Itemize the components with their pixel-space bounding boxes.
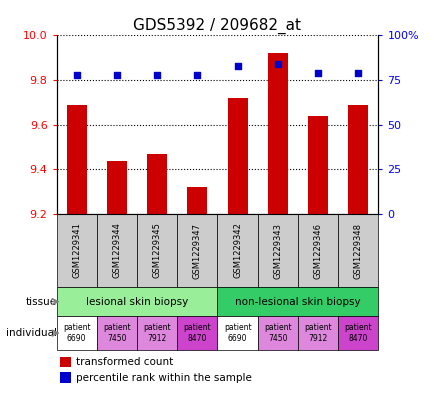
Point xyxy=(354,70,361,76)
Text: GSM1229343: GSM1229343 xyxy=(273,222,282,279)
Text: transformed count: transformed count xyxy=(76,357,173,367)
Bar xyxy=(59,357,71,367)
Text: patient
6690: patient 6690 xyxy=(62,323,90,343)
Bar xyxy=(267,53,287,214)
Point xyxy=(233,62,240,69)
Bar xyxy=(187,187,207,214)
Bar xyxy=(177,316,217,350)
Bar xyxy=(56,214,97,287)
Bar xyxy=(217,214,257,287)
Text: patient
8470: patient 8470 xyxy=(183,323,211,343)
Point xyxy=(194,72,201,78)
Text: patient
7912: patient 7912 xyxy=(303,323,331,343)
Point xyxy=(73,72,80,78)
Text: patient
6690: patient 6690 xyxy=(223,323,251,343)
Point xyxy=(274,61,281,67)
Bar xyxy=(59,373,71,383)
Bar xyxy=(227,98,247,214)
Text: GSM1229346: GSM1229346 xyxy=(313,222,322,279)
Bar xyxy=(96,316,137,350)
Text: percentile rank within the sample: percentile rank within the sample xyxy=(76,373,251,383)
Bar xyxy=(217,316,257,350)
Bar xyxy=(257,316,297,350)
Text: patient
7450: patient 7450 xyxy=(263,323,291,343)
Text: non-lesional skin biopsy: non-lesional skin biopsy xyxy=(235,297,360,307)
Bar xyxy=(56,287,217,316)
Bar xyxy=(147,154,167,214)
Text: individual: individual xyxy=(6,328,56,338)
Bar xyxy=(177,214,217,287)
Text: GSM1229342: GSM1229342 xyxy=(233,222,242,279)
Text: GSM1229348: GSM1229348 xyxy=(353,222,362,279)
Bar xyxy=(217,287,378,316)
Bar xyxy=(307,116,327,214)
Bar xyxy=(66,105,86,214)
Text: tissue: tissue xyxy=(25,297,56,307)
Bar xyxy=(257,214,297,287)
Bar xyxy=(137,316,177,350)
Bar xyxy=(338,214,378,287)
Bar xyxy=(96,214,137,287)
Bar xyxy=(297,214,338,287)
Text: patient
7450: patient 7450 xyxy=(103,323,131,343)
Text: GSM1229345: GSM1229345 xyxy=(152,222,161,279)
Point xyxy=(314,70,321,76)
Bar xyxy=(338,316,378,350)
Text: patient
7912: patient 7912 xyxy=(143,323,171,343)
Bar xyxy=(137,214,177,287)
Text: patient
8470: patient 8470 xyxy=(344,323,372,343)
Bar xyxy=(56,316,97,350)
Bar xyxy=(348,105,368,214)
Title: GDS5392 / 209682_at: GDS5392 / 209682_at xyxy=(133,18,301,34)
Text: GSM1229347: GSM1229347 xyxy=(192,222,201,279)
Text: GSM1229341: GSM1229341 xyxy=(72,222,81,279)
Text: lesional skin biopsy: lesional skin biopsy xyxy=(85,297,188,307)
Point xyxy=(113,72,120,78)
Bar xyxy=(297,316,338,350)
Point xyxy=(153,72,160,78)
Bar xyxy=(107,160,127,214)
Text: GSM1229344: GSM1229344 xyxy=(112,222,121,279)
